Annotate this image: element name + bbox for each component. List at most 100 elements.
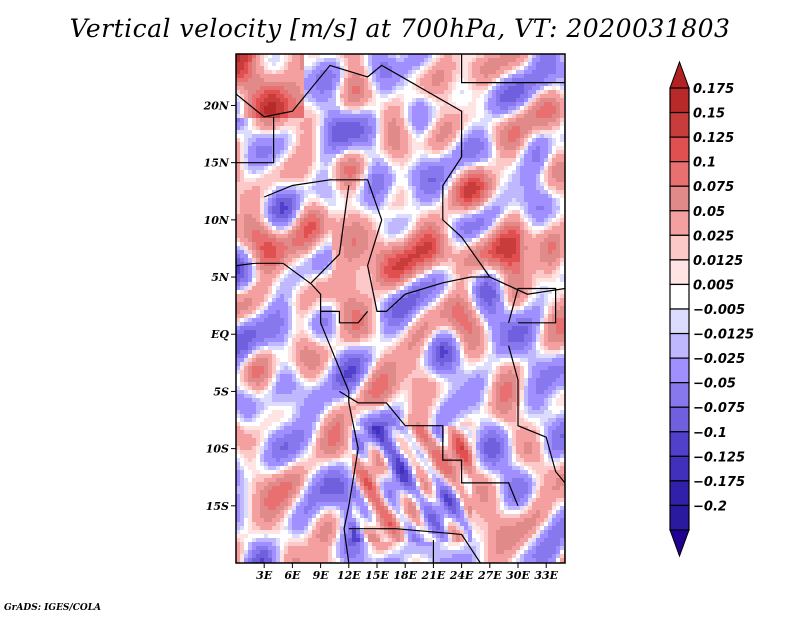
field-cell (248, 102, 252, 106)
field-cell (236, 314, 240, 318)
field-cell (276, 134, 280, 138)
field-cell (276, 166, 280, 170)
field-cell (352, 466, 356, 470)
field-cell (332, 298, 336, 302)
field-cell (360, 426, 364, 430)
field-cell (392, 58, 396, 62)
field-cell (320, 326, 324, 330)
field-cell (352, 278, 356, 282)
field-cell (272, 342, 276, 346)
field-cell (336, 398, 340, 402)
field-cell (288, 194, 292, 198)
field-cell (368, 366, 372, 370)
field-cell (272, 278, 276, 282)
field-cell (300, 542, 304, 546)
field-cell (300, 314, 304, 318)
field-cell (236, 390, 240, 394)
field-cell (336, 498, 340, 502)
field-cell (240, 82, 244, 86)
field-cell (312, 262, 316, 266)
field-cell (372, 254, 376, 258)
field-cell (276, 382, 280, 386)
field-cell (376, 286, 380, 290)
field-cell (388, 426, 392, 430)
field-cell (372, 418, 376, 422)
field-cell (236, 454, 240, 458)
field-cell (376, 278, 380, 282)
field-cell (264, 202, 268, 206)
field-cell (368, 70, 372, 74)
field-cell (316, 198, 320, 202)
field-cell (328, 226, 332, 230)
field-cell (264, 322, 268, 326)
field-cell (296, 422, 300, 426)
field-cell (316, 394, 320, 398)
field-cell (280, 226, 284, 230)
field-cell (316, 190, 320, 194)
field-cell (284, 374, 288, 378)
field-cell (388, 302, 392, 306)
field-cell (352, 282, 356, 286)
field-cell (332, 462, 336, 466)
field-cell (356, 170, 360, 174)
field-cell (268, 378, 272, 382)
field-cell (336, 286, 340, 290)
field-cell (264, 410, 268, 414)
field-cell (380, 294, 384, 298)
field-cell (292, 454, 296, 458)
field-cell (252, 258, 256, 262)
field-cell (336, 338, 340, 342)
field-cell (248, 518, 252, 522)
field-cell (380, 554, 384, 558)
field-cell (248, 346, 252, 350)
field-cell (296, 250, 300, 254)
field-cell (304, 134, 308, 138)
field-cell (388, 66, 392, 70)
field-cell (380, 70, 384, 74)
field-cell (388, 90, 392, 94)
field-cell (248, 214, 252, 218)
field-cell (244, 478, 248, 482)
field-cell (236, 382, 240, 386)
field-cell (300, 386, 304, 390)
field-cell (384, 254, 388, 258)
field-cell (388, 70, 392, 74)
field-cell (236, 222, 240, 226)
field-cell (276, 502, 280, 506)
field-cell (340, 494, 344, 498)
field-cell (324, 170, 328, 174)
field-cell (364, 350, 368, 354)
field-cell (248, 190, 252, 194)
field-cell (324, 306, 328, 310)
field-cell (276, 182, 280, 186)
field-cell (324, 98, 328, 102)
field-cell (320, 470, 324, 474)
field-cell (276, 262, 280, 266)
field-cell (288, 498, 292, 502)
field-cell (236, 322, 240, 326)
field-cell (252, 334, 256, 338)
field-cell (360, 198, 364, 202)
field-cell (352, 306, 356, 310)
field-cell (240, 202, 244, 206)
field-cell (324, 350, 328, 354)
field-cell (360, 498, 364, 502)
field-cell (376, 406, 380, 410)
field-cell (288, 122, 292, 126)
field-cell (288, 78, 292, 82)
field-cell (276, 286, 280, 290)
field-cell (256, 82, 260, 86)
field-cell (304, 346, 308, 350)
field-cell (240, 146, 244, 150)
field-cell (240, 166, 244, 170)
field-cell (240, 398, 244, 402)
field-cell (364, 462, 368, 466)
field-cell (268, 306, 272, 310)
field-cell (344, 534, 348, 538)
field-cell (348, 462, 352, 466)
field-cell (252, 162, 256, 166)
field-cell (328, 518, 332, 522)
field-cell (316, 506, 320, 510)
field-cell (288, 318, 292, 322)
field-cell (268, 478, 272, 482)
